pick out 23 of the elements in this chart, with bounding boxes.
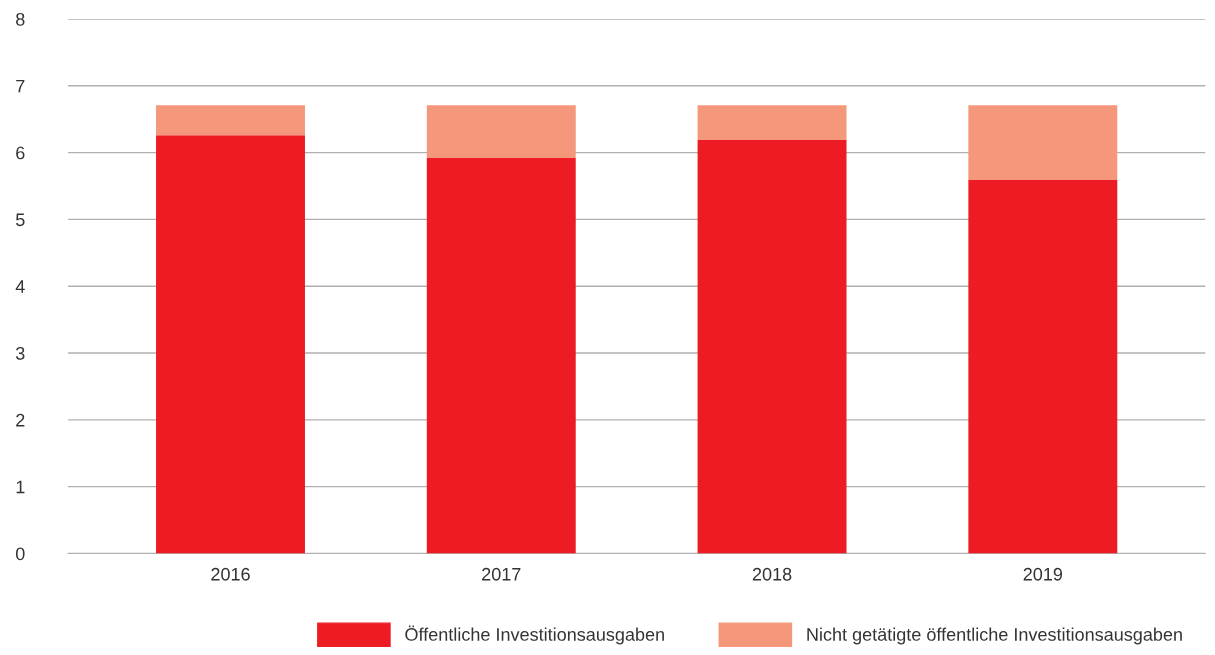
x-tick-label: 2018	[752, 567, 792, 581]
bar	[697, 139, 847, 554]
y-tick-label: 7	[16, 79, 25, 93]
x-tick-label: 2019	[1023, 567, 1063, 581]
bar	[156, 135, 305, 554]
x-tick-label: 2017	[482, 567, 521, 581]
y-tick-label: 6	[16, 146, 25, 160]
y-tick-label: 3	[15, 346, 25, 360]
bar	[156, 105, 305, 136]
bar	[426, 157, 576, 554]
legend-label: Öffentliche Investitionsausgaben	[405, 625, 664, 645]
x-tick-label: 2016	[211, 567, 250, 581]
y-tick-label: 0	[15, 547, 25, 561]
bar	[968, 180, 1118, 554]
y-tick-label: 2	[16, 413, 25, 427]
y-tick-label: 8	[16, 12, 25, 26]
bar	[697, 105, 847, 140]
bar	[426, 105, 576, 158]
y-tick-label: 1	[16, 480, 25, 494]
y-tick-label: 4	[15, 280, 25, 293]
bar	[968, 105, 1118, 181]
legend-label: Nicht getätigte öffentliche Investitionsausgaben	[807, 627, 1182, 645]
y-tick-label: 5	[15, 213, 25, 227]
